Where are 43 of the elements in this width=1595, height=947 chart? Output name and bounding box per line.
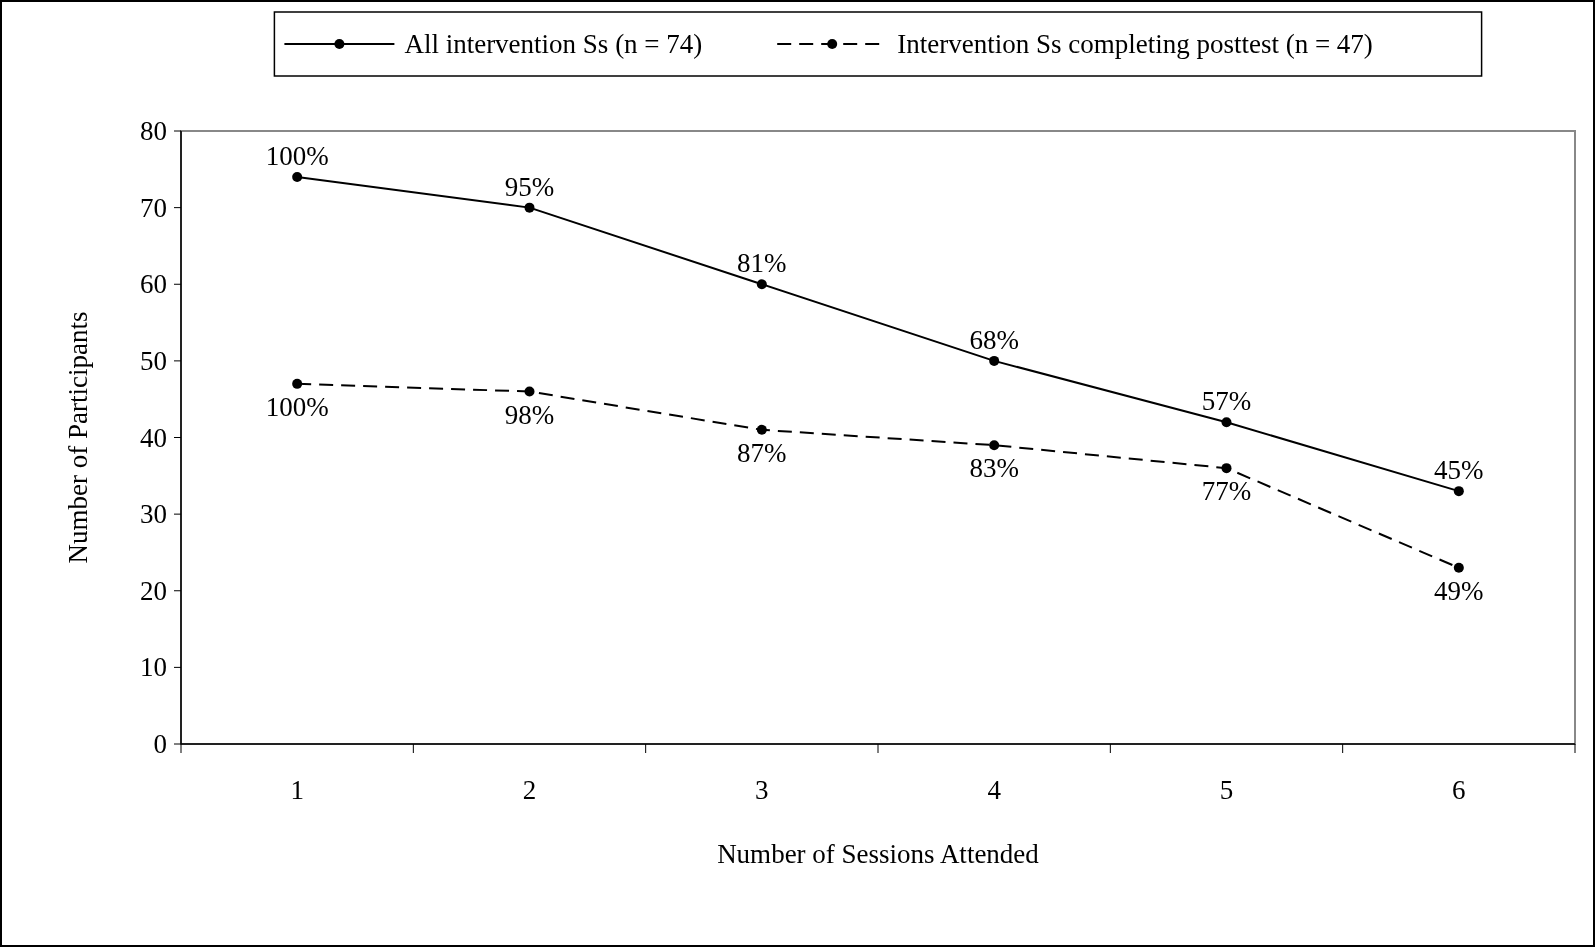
- annotation: 98%: [504, 399, 555, 430]
- point: [524, 386, 535, 397]
- y-tick-label: 60: [140, 269, 167, 300]
- annotation: 100%: [265, 140, 329, 171]
- annotation: 100%: [265, 391, 329, 422]
- legend-label: Intervention Ss completing posttest (n = 47): [897, 29, 1373, 59]
- annotation: 49%: [1434, 575, 1484, 606]
- x-tick-label: 5: [1219, 775, 1234, 805]
- point: [989, 440, 1000, 451]
- annotation: 83%: [969, 453, 1019, 484]
- point: [1221, 463, 1232, 474]
- annotation: 45%: [1434, 455, 1484, 486]
- y-tick-label: 40: [140, 422, 167, 453]
- x-tick-label: 4: [987, 775, 1002, 805]
- annotation: 68%: [969, 324, 1019, 355]
- y-tick-label: 10: [140, 652, 167, 683]
- annotation: 77%: [1201, 476, 1252, 507]
- point: [1221, 417, 1232, 428]
- point: [524, 202, 535, 213]
- y-tick-label: 80: [140, 116, 167, 146]
- point: [1453, 562, 1464, 573]
- y-axis-title: Number of Participants: [63, 311, 93, 564]
- x-axis-title: Number of Sessions Attended: [717, 839, 1040, 869]
- x-tick-label: 3: [755, 775, 769, 805]
- annotation: 87%: [737, 437, 787, 468]
- y-tick-label: 70: [140, 192, 167, 223]
- point: [756, 279, 767, 290]
- point: [292, 378, 303, 389]
- legend-label: All intervention Ss (n = 74): [404, 29, 703, 59]
- y-tick-label: 20: [140, 575, 167, 606]
- x-tick-label: 1: [290, 775, 304, 805]
- annotation: 57%: [1201, 386, 1252, 417]
- point: [292, 171, 303, 182]
- y-tick-label: 50: [140, 345, 167, 376]
- annotation: 95%: [504, 171, 555, 202]
- x-tick-label: 6: [1452, 775, 1466, 805]
- annotation: 81%: [737, 248, 787, 279]
- x-tick-label: 2: [522, 775, 537, 805]
- point: [756, 424, 767, 435]
- point: [989, 355, 1000, 366]
- y-tick-label: 0: [153, 729, 167, 759]
- y-tick-label: 30: [140, 499, 167, 530]
- point: [1453, 486, 1464, 497]
